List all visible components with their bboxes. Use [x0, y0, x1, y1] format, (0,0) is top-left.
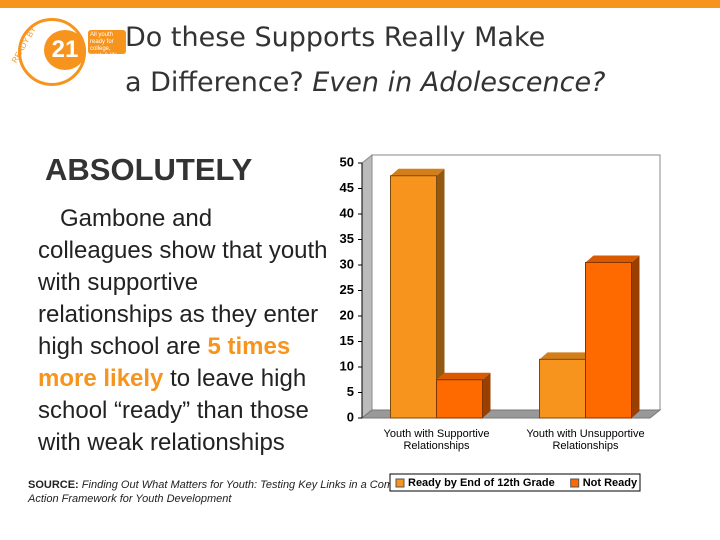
source-label: SOURCE: [28, 479, 79, 491]
legend-swatch [570, 478, 580, 488]
logo-number: 21 [44, 30, 86, 70]
plot-wall [361, 153, 373, 420]
legend-swatch [395, 478, 405, 488]
y-tick-label: 5 [347, 384, 354, 399]
source-text: Finding Out What Matters for Youth: Test… [28, 479, 426, 505]
y-tick-label: 25 [340, 282, 354, 297]
y-tick-label: 35 [340, 231, 354, 246]
y-tick-label: 20 [340, 307, 354, 322]
y-tick-label: 45 [340, 180, 354, 195]
bar-top [436, 372, 491, 380]
bar [585, 261, 632, 419]
headline: ABSOLUTELY [45, 152, 253, 187]
legend-label: Ready by End of 12th Grade [408, 477, 555, 489]
legend-label: Not Ready [583, 477, 638, 489]
x-tick-label: Youth with Supportive Relationships [383, 428, 490, 452]
bar [436, 379, 483, 419]
body-highlight: 5 times more likely [38, 333, 291, 392]
x-tick-label: Youth with Unsupportive Relationships [526, 428, 645, 452]
y-tick-label: 30 [340, 256, 354, 271]
bar-top [539, 352, 594, 360]
y-tick-label: 50 [340, 154, 354, 169]
y-tick-label: 40 [340, 205, 354, 220]
y-tick-label: 0 [347, 409, 354, 424]
bar-side [436, 168, 445, 418]
title-line: Do these Supports Really Make [125, 22, 546, 53]
bar [539, 358, 586, 419]
y-tick-label: 15 [340, 333, 354, 348]
top-bar [0, 0, 720, 8]
body-text: Gambone and colleagues show that youth w… [38, 203, 330, 459]
bar-top [390, 168, 445, 176]
bar [390, 175, 437, 419]
body-span: to leave high school “ready” than those … [38, 365, 309, 456]
title-line: a Difference? Even in Adolescence? [125, 67, 605, 98]
bar-side [482, 372, 491, 418]
title-italic: Even in Adolescence? [312, 67, 606, 98]
y-tick-label: 10 [340, 358, 354, 373]
source: SOURCE: Finding Out What Matters for You… [28, 478, 448, 506]
title-text: a Difference? [125, 67, 313, 98]
bar-top [585, 255, 640, 263]
body-span: Gambone and colleagues show that youth w… [38, 205, 328, 360]
bar-side [631, 255, 640, 418]
logo-tagline: All youth ready for college, work & life… [88, 30, 126, 59]
